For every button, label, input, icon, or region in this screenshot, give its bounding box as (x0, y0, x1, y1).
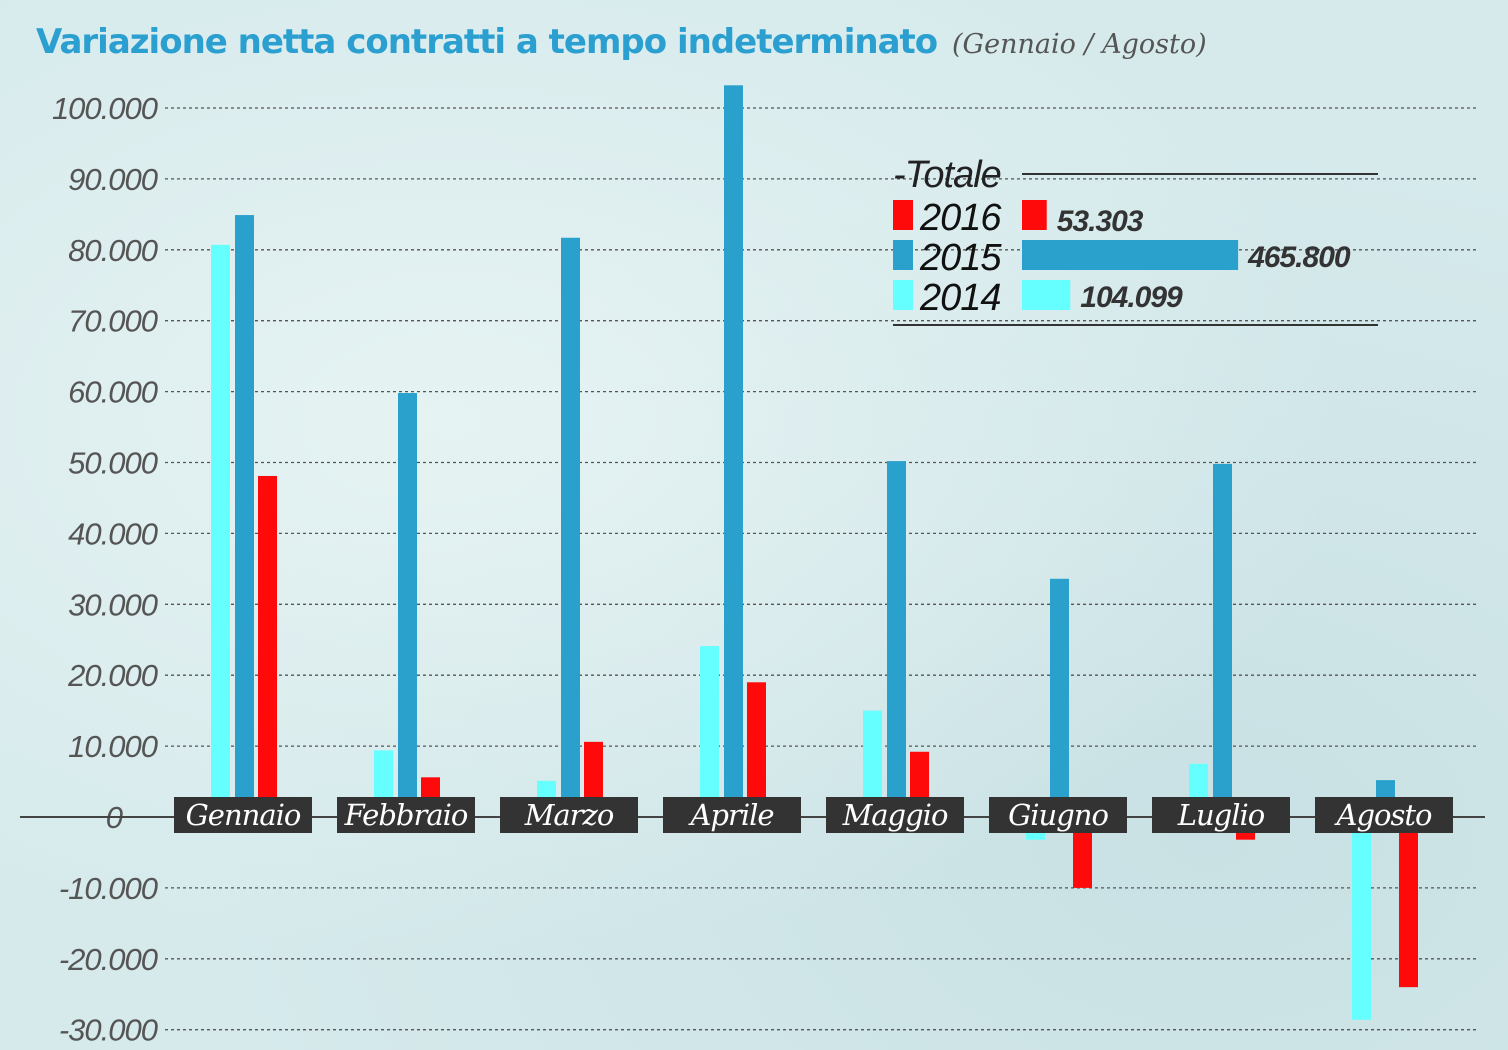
bar-2016-aprile (747, 682, 766, 817)
legend-total-value: 465.800 (1247, 241, 1351, 274)
x-tick-label: Gennaio (186, 798, 301, 832)
legend-total-bar-2015 (1022, 240, 1239, 270)
y-tick-label: 80.000 (68, 233, 158, 268)
month-label-box (826, 797, 964, 833)
x-tick-label: Agosto (1334, 798, 1433, 832)
bar-2014-aprile (700, 646, 719, 817)
bar-2015-febbraio (398, 393, 417, 817)
x-tick-label: Maggio (842, 798, 948, 832)
chart-subtitle: (Gennaio / Agosto) (952, 29, 1207, 60)
bar-2015-aprile (724, 85, 743, 817)
month-label-box (174, 797, 312, 833)
month-label-box (337, 797, 475, 833)
legend-year: 2014 (919, 277, 1001, 319)
y-tick-label: -30.000 (59, 1013, 158, 1048)
legend-total-bar-2016 (1022, 200, 1047, 230)
bar-2015-giugno (1050, 578, 1069, 817)
bar-2016-giugno (1073, 817, 1092, 888)
legend-total-bar-2014 (1022, 280, 1071, 310)
x-tick-label: Marzo (524, 798, 614, 832)
y-tick-label: 70.000 (68, 304, 158, 339)
legend-swatch-2016 (893, 200, 913, 230)
y-tick-label: 40.000 (68, 516, 158, 551)
month-label-box (663, 797, 801, 833)
bar-2015-gennaio (235, 215, 254, 817)
legend-title: -Totale (893, 154, 1001, 196)
bar-2015-luglio (1213, 463, 1232, 817)
month-label-box (500, 797, 638, 833)
y-tick-label: 90.000 (68, 162, 158, 197)
y-tick-label: 30.000 (68, 587, 158, 622)
legend-total-value: 104.099 (1080, 281, 1183, 314)
y-tick-label: -20.000 (59, 942, 158, 977)
x-tick-label: Aprile (687, 798, 773, 832)
month-label-box (1315, 797, 1453, 833)
y-tick-label: 50.000 (68, 446, 158, 481)
chart-title: Variazione netta contratti a tempo indet… (36, 22, 937, 62)
bar-2014-agosto (1352, 817, 1371, 1020)
y-tick-label: 100.000 (52, 91, 158, 126)
y-tick-label: 60.000 (68, 375, 158, 410)
legend-year: 2015 (919, 237, 1002, 279)
bar-2016-agosto (1399, 817, 1418, 988)
bar-2016-gennaio (258, 475, 277, 817)
bar-2015-marzo (561, 237, 580, 817)
bar-2014-gennaio (211, 244, 230, 817)
bar-2014-maggio (863, 710, 882, 817)
y-tick-label: -10.000 (59, 871, 158, 906)
legend-swatch-2015 (893, 240, 913, 270)
legend-swatch-2014 (893, 280, 913, 310)
bar-2015-maggio (887, 461, 906, 817)
y-tick-label: 20.000 (67, 658, 158, 693)
legend-year: 2016 (919, 197, 1002, 239)
x-tick-label: Luglio (1177, 798, 1265, 832)
legend-total-value: 53.303 (1057, 205, 1144, 238)
y-tick-label: 10.000 (68, 729, 158, 764)
month-label-box (989, 797, 1127, 833)
x-tick-label: Febbraio (344, 798, 468, 832)
x-tick-label: Giugno (1008, 798, 1108, 832)
month-label-box (1152, 797, 1290, 833)
